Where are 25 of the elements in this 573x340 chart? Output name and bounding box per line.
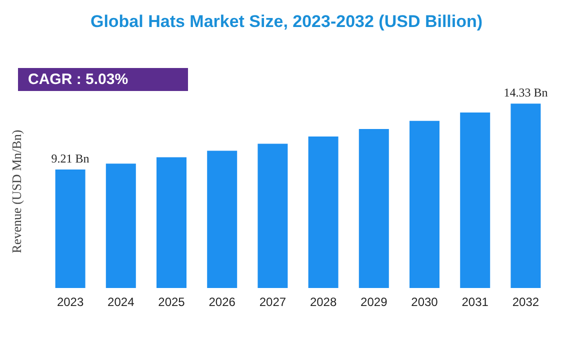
bar xyxy=(460,112,490,288)
x-tick-label: 2023 xyxy=(56,295,84,309)
x-tick-label: 2024 xyxy=(108,295,135,309)
bar xyxy=(308,136,338,288)
bar xyxy=(55,170,86,288)
bar xyxy=(207,150,238,288)
y-axis-title: Revenue (USD Mn/Bn) xyxy=(9,130,24,254)
data-label: 9.21 Bn xyxy=(51,152,90,166)
x-tick-label: 2028 xyxy=(310,295,337,309)
bar xyxy=(410,120,440,288)
bar xyxy=(106,164,136,288)
bar xyxy=(510,104,541,288)
x-tick-label: 2026 xyxy=(208,295,236,309)
data-label: 14.33 Bn xyxy=(504,86,548,100)
x-tick-label: 2029 xyxy=(360,295,388,309)
x-tick-label: 2027 xyxy=(259,295,286,309)
x-tick-label: 2031 xyxy=(462,295,489,309)
bar xyxy=(258,144,288,288)
chart-title: Global Hats Market Size, 2023-2032 (USD Billion) xyxy=(90,12,483,31)
x-tick-label: 2032 xyxy=(512,295,540,309)
bar xyxy=(358,128,389,288)
x-tick-label: 2030 xyxy=(411,295,438,309)
x-tick-label: 2025 xyxy=(158,295,186,309)
text: CAGR : 5.03% xyxy=(18,68,188,91)
bar xyxy=(156,157,186,288)
